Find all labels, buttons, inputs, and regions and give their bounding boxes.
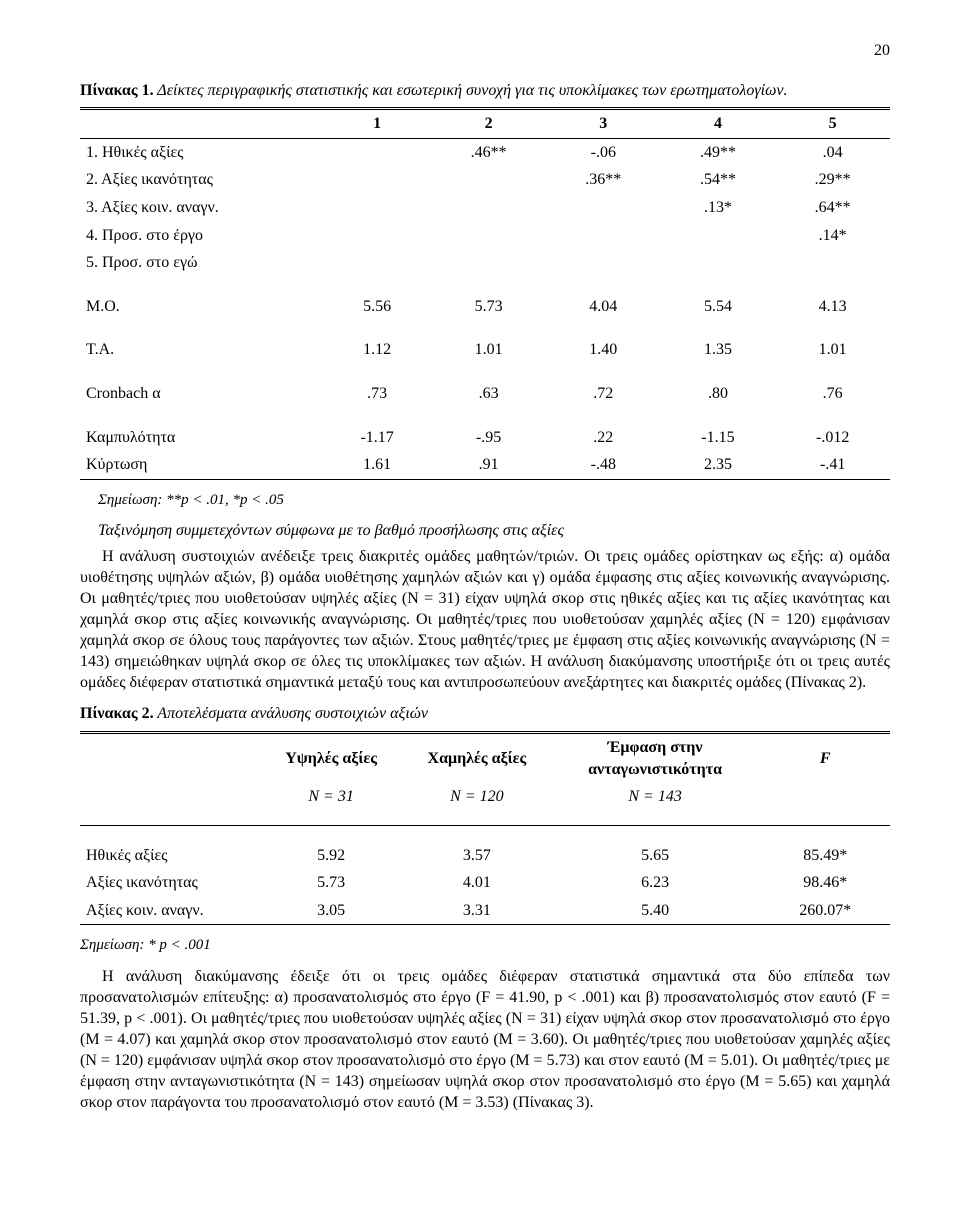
paragraph-1: Η ανάλυση συστοιχιών ανέδειξε τρεις διακ… xyxy=(80,546,890,694)
table2-caption-text: Αποτελέσματα ανάλυσης συστοιχιών αξιών xyxy=(154,705,428,722)
t1-cron-label: Cronbach α xyxy=(80,380,323,408)
section1-title: Ταξινόμηση συμμετεχόντων σύμφωνα με το β… xyxy=(98,520,890,542)
t1-h1: 1 xyxy=(323,109,431,139)
t1-h3: 3 xyxy=(546,109,661,139)
t2-h3n: Ν = 143 xyxy=(550,783,761,811)
t1-kurt-label: Κύρτωση xyxy=(80,451,323,479)
t1-r5-label: 5. Προσ. στο εγώ xyxy=(80,249,323,277)
table1-note: Σημείωση: **p < .01, *p < .05 xyxy=(98,490,890,510)
t2-h2: Χαμηλές αξίες xyxy=(404,732,550,783)
t1-r1-c5: .04 xyxy=(775,138,890,166)
t2-h3: Έμφαση στην ανταγωνιστικότητα xyxy=(550,732,761,783)
table1-caption: Πίνακας 1. Δείκτες περιγραφικής στατιστι… xyxy=(80,80,890,102)
t2-r1-label: Ηθικές αξίες xyxy=(80,842,258,870)
table2-note: Σημείωση: * p < .001 xyxy=(80,935,890,955)
table1-caption-text: Δείκτες περιγραφικής στατιστικής και εσω… xyxy=(154,82,788,99)
t1-h2: 2 xyxy=(431,109,546,139)
t1-h5: 5 xyxy=(775,109,890,139)
t2-h2n: Ν = 120 xyxy=(404,783,550,811)
t2-r3-label: Αξίες κοιν. αναγν. xyxy=(80,897,258,925)
t1-ta-label: Τ.Α. xyxy=(80,336,323,364)
t2-h1: Υψηλές αξίες xyxy=(258,732,404,783)
t1-mo-label: M.O. xyxy=(80,293,323,321)
t1-r2-label: 2. Αξίες ικανότητας xyxy=(80,166,323,194)
t2-h1n: Ν = 31 xyxy=(258,783,404,811)
table2-caption: Πίνακας 2. Αποτελέσματα ανάλυσης συστοιχ… xyxy=(80,703,890,725)
table2: Υψηλές αξίες Χαμηλές αξίες Έμφαση στην α… xyxy=(80,731,890,928)
t1-r1-c1 xyxy=(323,138,431,166)
t1-r3-label: 3. Αξίες κοιν. αναγν. xyxy=(80,194,323,222)
t1-r1-label: 1. Ηθικές αξίες xyxy=(80,138,323,166)
t1-skew-label: Καμπυλότητα xyxy=(80,424,323,452)
table2-caption-num: Πίνακας 2. xyxy=(80,705,154,722)
t1-h4: 4 xyxy=(661,109,776,139)
paragraph-2: Η ανάλυση διακύμανσης έδειξε ότι οι τρει… xyxy=(80,966,890,1114)
table1: 1 2 3 4 5 1. Ηθικές αξίες .46** -.06 .49… xyxy=(80,107,890,482)
t1-r1-c4: .49** xyxy=(661,138,776,166)
t1-r1-c2: .46** xyxy=(431,138,546,166)
t2-r2-label: Αξίες ικανότητας xyxy=(80,869,258,897)
t1-r4-label: 4. Προσ. στο έργο xyxy=(80,222,323,250)
t2-h4: F xyxy=(760,732,890,783)
table1-caption-num: Πίνακας 1. xyxy=(80,82,154,99)
t1-r1-c3: -.06 xyxy=(546,138,661,166)
page-number: 20 xyxy=(80,40,890,62)
